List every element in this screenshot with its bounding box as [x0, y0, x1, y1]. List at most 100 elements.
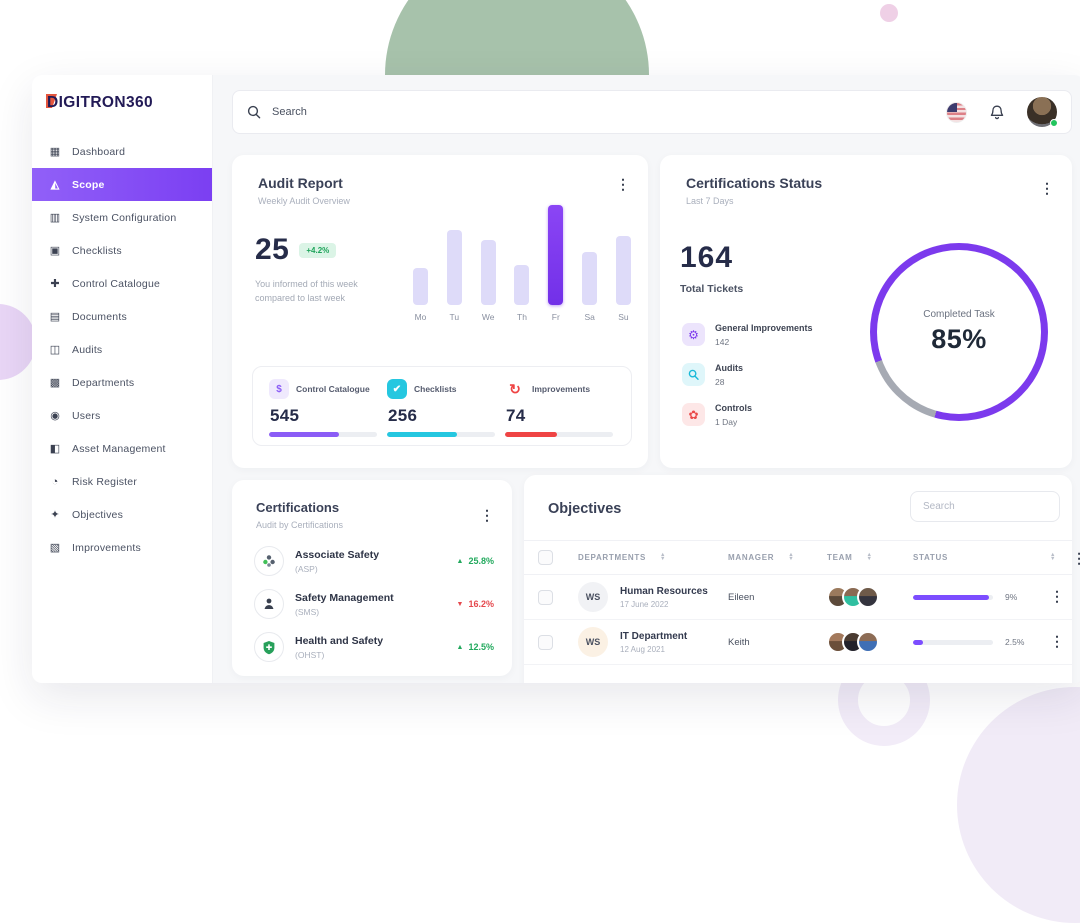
- legend-controls: ✿ Controls 1 Day: [682, 403, 813, 427]
- stat-value: 545: [270, 406, 300, 425]
- trend-up: ▲ 25.8%: [456, 556, 494, 566]
- row-menu-icon[interactable]: ⋮: [1050, 588, 1064, 604]
- department-badge: WS: [578, 627, 608, 657]
- system-config-icon: ▥: [49, 212, 61, 224]
- progress-fill: [505, 432, 557, 437]
- decor-lavender-circle: [0, 304, 36, 380]
- asset-management-icon: ◧: [49, 443, 61, 455]
- sidebar-item-asset-management[interactable]: ◧ Asset Management: [49, 442, 166, 456]
- sidebar-item-risk-register[interactable]: ◔ Risk Register: [32, 465, 212, 498]
- online-status-dot: [1050, 119, 1058, 127]
- sidebar-item-checklists[interactable]: ▣ Checklists: [49, 244, 122, 258]
- weekly-audit-count: 25: [255, 233, 290, 266]
- decor-corner-blob: [957, 687, 1080, 923]
- audit-stats-box: $ Control Catalogue 545 ✔ Checklists 256 ↻…: [252, 366, 632, 446]
- search-input[interactable]: [272, 106, 572, 118]
- sidebar-item-improvements[interactable]: ▧ Improvements: [49, 541, 141, 555]
- sidebar-item-users[interactable]: ◉ Users: [32, 399, 212, 432]
- sidebar: DIGITRON360 ▦ Dashboard ◭ Scope ▥ System Co…: [32, 75, 213, 683]
- team-avatar: [857, 631, 879, 653]
- trend-down: ▼ 16.2%: [456, 599, 494, 609]
- objectives-card: Objectives DEPARTMENTS▲▼ MANAGER▲▼ TEAM▲…: [524, 475, 1080, 683]
- department-badge: WS: [578, 582, 608, 612]
- bar-th[interactable]: [514, 265, 530, 305]
- progress-fill: [269, 432, 340, 437]
- row-progress-label: 9%: [1005, 592, 1018, 602]
- objectives-title: Objectives: [548, 501, 622, 517]
- stat-value: 74: [506, 406, 526, 425]
- stat-checklists: ✔ Checklists 256: [387, 379, 497, 445]
- audits-icon: ◫: [49, 344, 61, 356]
- user-avatar[interactable]: [1027, 97, 1058, 127]
- row-checkbox[interactable]: [538, 589, 553, 605]
- trend-down-icon: ▼: [456, 600, 464, 608]
- bar-su[interactable]: [615, 236, 631, 305]
- completed-task-donut: Completed Task 85%: [870, 243, 1048, 421]
- certifications-menu-icon[interactable]: ⋮: [480, 507, 494, 523]
- legend-audits: Audits 28: [682, 363, 813, 387]
- certifications-subtitle: Audit by Certifications: [256, 520, 344, 530]
- dollar-icon: $: [269, 379, 289, 399]
- row-progress-label: 2.5%: [1005, 637, 1025, 647]
- notification-bell-icon[interactable]: [989, 104, 1005, 121]
- logo-text: DIGITRON360: [47, 94, 154, 111]
- bar-sa[interactable]: [582, 252, 598, 305]
- risk-register-icon: ◔: [51, 475, 59, 488]
- language-flag-icon[interactable]: [946, 101, 967, 123]
- cert-status-legend: ⚙ General Improvements 142 Audits 28 ✿ Con…: [682, 323, 813, 427]
- cert-status-menu-icon[interactable]: ⋮: [1040, 180, 1054, 196]
- sort-icon[interactable]: ▲ ▼: [660, 552, 667, 562]
- row-menu-icon[interactable]: ⋮: [1050, 633, 1064, 649]
- sidebar-item-scope[interactable]: ◭ Scope: [32, 168, 212, 201]
- check-icon: ✔: [387, 379, 407, 399]
- sidebar-item-control-catalogue[interactable]: ✚ Control Catalogue: [32, 267, 212, 300]
- sidebar-item-system-configuration[interactable]: ▥ System Configuration: [49, 211, 177, 225]
- row-checkbox[interactable]: [538, 634, 553, 650]
- sidebar-item-audits[interactable]: ◫ Audits: [49, 343, 103, 357]
- bar-mo[interactable]: [413, 268, 428, 305]
- objectives-table-header: DEPARTMENTS ▲ ▼ MANAGER ▲ ▼ TEAM ▲ ▼ STATUS ▲ ▼…: [524, 540, 1080, 575]
- table-row-human-resources[interactable]: WS Human Resources 17 June 2022 Eileen 9%…: [524, 575, 1072, 620]
- stat-value: 256: [388, 406, 418, 425]
- bar-we[interactable]: [480, 240, 496, 305]
- audit-caption: You informed of this week compared to la…: [255, 279, 358, 304]
- stat-control-catalogue: $ Control Catalogue 545: [269, 379, 379, 445]
- select-all-checkbox[interactable]: [538, 550, 553, 565]
- header-bar: [232, 90, 1072, 134]
- table-row-it-department[interactable]: WS IT Department 12 Aug 2021 Keith 2.5% ⋮: [524, 620, 1072, 665]
- team-avatars: [827, 631, 913, 653]
- sidebar-item-dashboard[interactable]: ▦ Dashboard: [49, 145, 126, 159]
- cert-item-safety-management[interactable]: Safety Management (SMS) ▼ 16.2%: [254, 589, 494, 619]
- person-icon: [254, 589, 284, 619]
- bar-tu[interactable]: [446, 230, 462, 305]
- audit-report-subtitle: Weekly Audit Overview: [258, 196, 350, 206]
- cert-item-associate-safety[interactable]: Associate Safety (ASP) ▲ 25.8%: [254, 546, 494, 576]
- sort-icon[interactable]: ▲ ▼: [788, 552, 795, 562]
- objectives-search-input[interactable]: [910, 491, 1060, 522]
- team-avatar: [857, 586, 879, 608]
- certifications-title: Certifications: [256, 500, 340, 515]
- legend-general-improvements: ⚙ General Improvements 142: [682, 323, 813, 347]
- documents-icon: ▤: [49, 311, 61, 323]
- audit-change-badge: +4.2%: [299, 242, 337, 258]
- users-icon: ◉: [50, 410, 60, 422]
- trend-up: ▲ 12.5%: [456, 642, 494, 652]
- sort-icon[interactable]: ▲ ▼: [1050, 552, 1057, 562]
- audit-report-menu-icon[interactable]: ⋮: [616, 176, 630, 192]
- donut-value: 85%: [931, 324, 987, 354]
- sidebar-item-documents[interactable]: ▤ Documents: [49, 310, 127, 324]
- manager-name: Eileen: [728, 591, 755, 603]
- sidebar-item-objectives[interactable]: ✦ Objectives: [32, 498, 212, 531]
- sidebar-nav: ▦ Dashboard ◭ Scope ▥ System Configuration …: [32, 131, 212, 564]
- bar-fr[interactable]: [548, 205, 564, 305]
- improvements-icon: ▧: [49, 542, 61, 554]
- certifications-card: Certifications Audit by Certifications ⋮…: [232, 480, 512, 676]
- sidebar-item-departments[interactable]: ▩ Departments: [49, 376, 135, 390]
- gear-icon: ⚙: [682, 323, 705, 346]
- table-header-menu-icon[interactable]: ⋮: [1072, 549, 1080, 566]
- cert-item-health-and-safety[interactable]: Health and Safety (OHST) ▲ 12.5%: [254, 632, 494, 662]
- row-progress-fill: [913, 594, 989, 600]
- sort-icon[interactable]: ▲ ▼: [866, 552, 873, 562]
- row-progress-fill: [913, 639, 923, 645]
- stat-improvements: ↻ Improvements 74: [505, 379, 615, 445]
